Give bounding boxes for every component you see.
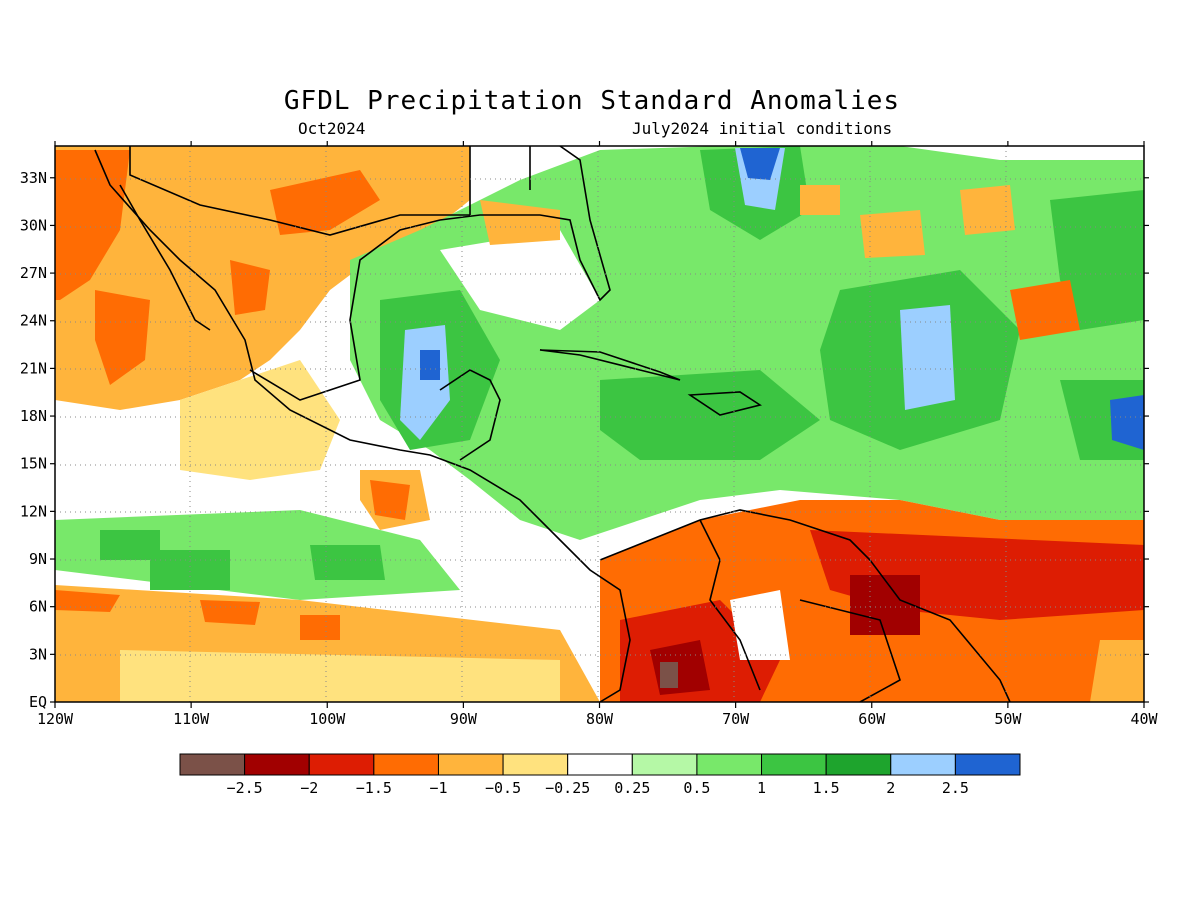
colorbar-swatch <box>890 753 956 776</box>
lon-label: 60W <box>858 710 886 728</box>
colorbar-swatch <box>244 753 310 776</box>
colorbar-label: −1.5 <box>356 779 392 797</box>
colorbar: −2.5 −2 −1.5 −1 −0.5 −0.25 0.25 0.5 1 1.5 2 2.5 <box>179 753 1021 797</box>
colorbar-label: −2 <box>300 779 318 797</box>
lon-label: 80W <box>586 710 614 728</box>
colorbar-label: −0.25 <box>545 779 590 797</box>
lat-label: 21N <box>20 359 47 377</box>
map-title: GFDL Precipitation Standard Anomalies <box>283 86 901 116</box>
colorbar-label: 1.5 <box>813 779 840 797</box>
lon-label: 70W <box>722 710 750 728</box>
colorbar-swatch <box>631 753 698 776</box>
colorbar-label: 0.5 <box>683 779 710 797</box>
lon-label: 90W <box>450 710 478 728</box>
colorbar-swatch <box>437 753 504 776</box>
colorbar-label: 2.5 <box>942 779 969 797</box>
colorbar-swatch <box>308 753 375 776</box>
colorbar-swatch <box>825 753 892 776</box>
lat-label: EQ <box>29 693 47 711</box>
colorbar-label: −1 <box>429 779 447 797</box>
initial-conditions: July2024 initial conditions <box>632 119 893 138</box>
lat-label: 9N <box>29 550 47 568</box>
lat-label: 18N <box>20 407 47 425</box>
lat-label: 12N <box>20 502 47 520</box>
lon-label: 120W <box>37 710 74 728</box>
lon-label: 110W <box>173 710 210 728</box>
colorbar-label: 1 <box>757 779 766 797</box>
anomaly-field <box>55 146 1144 702</box>
lat-label: 27N <box>20 264 47 282</box>
lon-axis: 120W 110W 100W 90W 80W 70W 60W 50W 40W <box>37 141 1159 728</box>
colorbar-swatch <box>696 753 763 776</box>
colorbar-label: −2.5 <box>227 779 263 797</box>
coastlines <box>94 146 1011 702</box>
lon-label: 50W <box>994 710 1022 728</box>
lon-label: 100W <box>309 710 346 728</box>
lat-label: 30N <box>20 216 47 234</box>
colorbar-label: 2 <box>886 779 895 797</box>
colorbar-label: 0.25 <box>614 779 650 797</box>
lat-label: 6N <box>29 598 47 616</box>
colorbar-swatch <box>567 753 633 776</box>
colorbar-label: −0.5 <box>485 779 521 797</box>
lat-label: 15N <box>20 455 47 473</box>
colorbar-swatch <box>373 753 439 776</box>
forecast-month: Oct2024 <box>298 119 366 138</box>
lat-label: 24N <box>20 312 47 330</box>
colorbar-swatch <box>502 753 569 776</box>
colorbar-swatch <box>761 753 827 776</box>
colorbar-swatch <box>954 753 1021 776</box>
lon-label: 40W <box>1130 710 1158 728</box>
lat-axis: EQ 3N 6N 9N 12N 15N 18N 21N 24N 27N 30N 33N <box>20 169 1149 711</box>
lat-label: 33N <box>20 169 47 187</box>
colorbar-swatch <box>179 753 246 776</box>
lat-label: 3N <box>29 645 47 663</box>
